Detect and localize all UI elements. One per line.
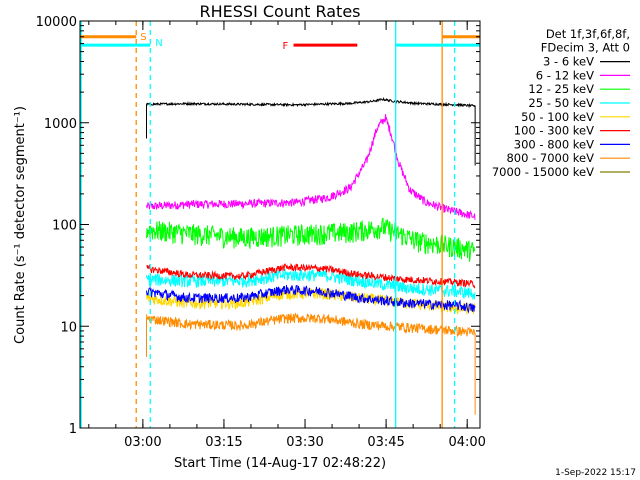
y-tick-label: 1000 [44, 117, 77, 132]
legend-entry-label: 7000 - 15000 keV [492, 165, 594, 179]
y-axis-title: Count Rate (s⁻¹ detector segment⁻¹) [13, 106, 28, 344]
legend-entry-label: 50 - 100 keV [521, 110, 594, 124]
marker-layer: SN F [80, 21, 480, 428]
x-tick-label: 03:30 [286, 435, 323, 450]
legend-header-line: Det 1f,3f,6f,8f, [546, 27, 630, 41]
series-line-7 [146, 312, 476, 338]
series-line-1 [146, 114, 476, 220]
flare-label: F [283, 41, 289, 52]
attenuator-label: S [140, 32, 146, 43]
plot-timestamp: 1-Sep-2022 15:17 [555, 468, 636, 478]
night-label: N [155, 38, 162, 49]
axis-layer: 1 10 100 1000 10000 03:00 03:15 03:30 03:45 04:00 [36, 15, 486, 450]
legend: Det 1f,3f,6f,8f,FDecim 3, Att 03 - 6 keV… [492, 27, 630, 179]
y-tick-label: 10000 [36, 15, 77, 30]
y-tick-label: 1 [69, 422, 77, 437]
legend-entry-label: 3 - 6 keV [543, 55, 594, 69]
legend-entry-label: 12 - 25 keV [528, 82, 594, 96]
legend-entry-label: 6 - 12 keV [536, 68, 594, 82]
x-tick-label: 03:45 [367, 435, 404, 450]
y-tick-label: 100 [52, 219, 77, 234]
legend-entry-label: 25 - 50 keV [528, 96, 594, 110]
y-tick-label: 10 [60, 320, 77, 335]
legend-entry-label: 100 - 300 keV [514, 124, 594, 138]
series-layer [145, 96, 476, 415]
series-line-3 [146, 268, 476, 300]
legend-entry-label: 800 - 7000 keV [506, 151, 594, 165]
chart-title: RHESSI Count Rates [200, 2, 361, 21]
legend-header-line: FDecim 3, Att 0 [541, 41, 630, 55]
x-tick-label: 04:00 [448, 435, 485, 450]
x-tick-label: 03:00 [124, 435, 161, 450]
series-line-0 [146, 96, 476, 109]
x-axis-title: Start Time (14-Aug-17 02:48:22) [174, 456, 386, 471]
x-tick-label: 03:15 [205, 435, 242, 450]
series-line-2 [146, 217, 476, 262]
legend-entry-label: 300 - 800 keV [514, 137, 594, 151]
series-line-6 [146, 284, 476, 314]
series-line-5 [146, 262, 476, 289]
